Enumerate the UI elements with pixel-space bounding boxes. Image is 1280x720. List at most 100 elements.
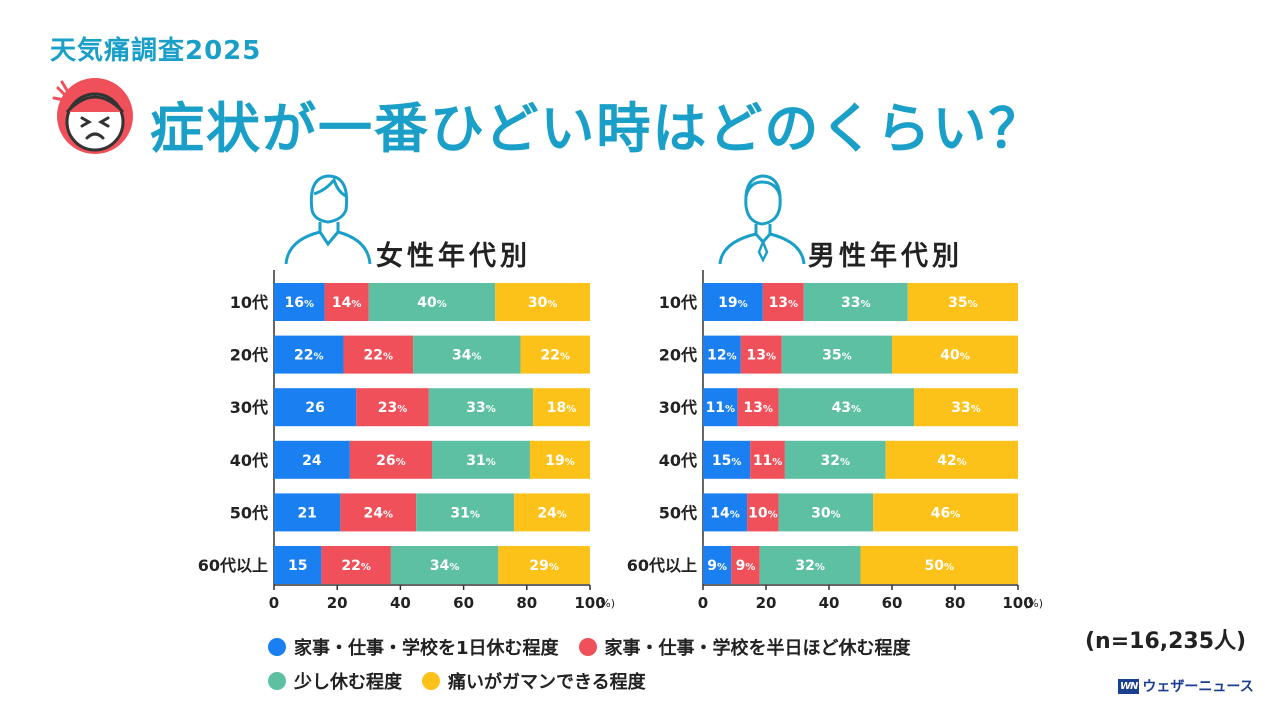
male-data-label: 50% [924,558,954,574]
female-x-tick-label: 60 [453,594,474,612]
female-data-label: 34% [452,348,482,364]
female-data-label: 22% [540,348,570,364]
female-data-label: 19% [545,453,575,469]
male-bar-segment [747,493,779,532]
legend-label: 家事・仕事・学校を1日休む程度 [294,638,559,659]
female-data-label: 24% [364,505,394,521]
brand-mark: WN [1118,678,1140,694]
male-data-label: 35% [822,348,852,364]
male-category-label: 60代以上 [627,556,697,575]
female-bar-segment [498,546,590,584]
female-category-label: 60代以上 [198,556,268,575]
male-data-label: 46% [931,505,961,521]
male-data-label: 13% [769,295,799,311]
female-data-label: 23% [378,400,408,416]
male-bar-segment [803,283,908,321]
male-data-label: 9% [707,558,727,574]
female-category-label: 10代 [230,293,268,312]
female-bar-segment [533,388,590,427]
female-bar-segment [274,283,325,321]
male-bar-segment [703,493,748,532]
male-x-tick-label: 20 [756,594,777,612]
legend-item-half-day: 家事・仕事・学校を半日ほど休む程度 [578,634,911,660]
female-bar-segment [340,493,417,532]
male-data-label: 15% [712,453,742,469]
male-bar-segment [731,546,760,584]
female-data-label: 24 [302,453,322,469]
man-icon [718,174,806,265]
male-bar-segment [703,440,751,479]
female-bar-segment [274,335,344,374]
male-x-unit: (%) [1024,597,1043,610]
female-bar-segment [413,335,521,374]
male-bar-segment [778,493,874,532]
male-bar-segment [860,546,1018,584]
female-bar-segment [349,440,432,479]
male-bar-segment [759,546,861,584]
female-bar-segment [432,440,530,479]
female-data-label: 30% [528,295,558,311]
male-bar-segment [740,335,782,374]
male-bar-segment [750,440,785,479]
female-data-label: 15 [288,558,307,574]
legend: 家事・仕事・学校を1日休む程度 家事・仕事・学校を半日ほど休む程度 少し休む程度… [268,630,931,698]
female-data-label: 26 [305,400,324,416]
male-x-tick-label: 80 [945,594,966,612]
female-bar-segment [274,546,322,584]
female-chart-title: 女性年代別 [376,241,531,272]
male-bar-segment [703,388,738,427]
male-data-label: 14% [710,505,740,521]
legend-item-pain-endure: 痛いがガマンできる程度 [422,668,646,694]
female-category-label: 20代 [230,346,268,365]
male-category-label: 30代 [659,398,697,417]
legend-dot-yellow [422,672,440,690]
female-bar-segment [356,388,429,427]
male-data-label: 33% [951,400,981,416]
sample-size-note: (n=16,235人) [1085,629,1247,654]
female-bar-segment [324,283,369,321]
female-data-label: 34% [430,558,460,574]
male-bar-segment [781,335,892,374]
female-data-label: 26% [376,453,406,469]
male-data-label: 32% [821,453,851,469]
male-data-label: 11% [753,453,783,469]
male-x-tick-label: 100 [1002,594,1033,612]
female-category-label: 40代 [230,451,268,470]
female-data-label: 14% [332,295,362,311]
female-bar-segment [274,440,350,479]
male-bar-segment [737,388,779,427]
male-bar-segment [892,335,1018,374]
female-bar-segment [274,493,341,532]
female-bar-segment [495,283,590,321]
female-bar-segment [321,546,391,584]
female-data-label: 22% [294,348,324,364]
female-data-label: 40% [417,295,447,311]
female-category-label: 50代 [230,503,268,522]
male-chart-title: 男性年代別 [808,241,963,272]
female-data-label: 21 [297,505,316,521]
male-x-tick-label: 40 [819,594,840,612]
male-category-label: 20代 [659,346,697,365]
male-bar-segment [762,283,804,321]
female-bar-segment [416,493,515,532]
female-x-tick-label: 100 [574,594,605,612]
female-data-label: 22% [364,348,394,364]
female-x-tick-label: 40 [390,594,411,612]
female-x-tick-label: 20 [327,594,348,612]
male-bar-segment [873,493,1018,532]
legend-dot-red [578,638,597,656]
female-bar-segment [514,493,590,532]
male-data-label: 43% [832,400,862,416]
female-bar-segment [343,335,414,374]
female-bar-segment [274,388,357,427]
female-data-label: 31% [450,505,480,521]
female-data-label: 22% [341,558,371,574]
male-bar-segment [907,283,1018,321]
female-bar-segment [520,335,590,374]
survey-subtitle: 天気痛調査2025 [50,36,262,66]
male-data-label: 9% [736,558,756,574]
woman-icon [284,174,372,265]
male-data-label: 32% [795,558,825,574]
male-bar-segment [778,388,915,427]
